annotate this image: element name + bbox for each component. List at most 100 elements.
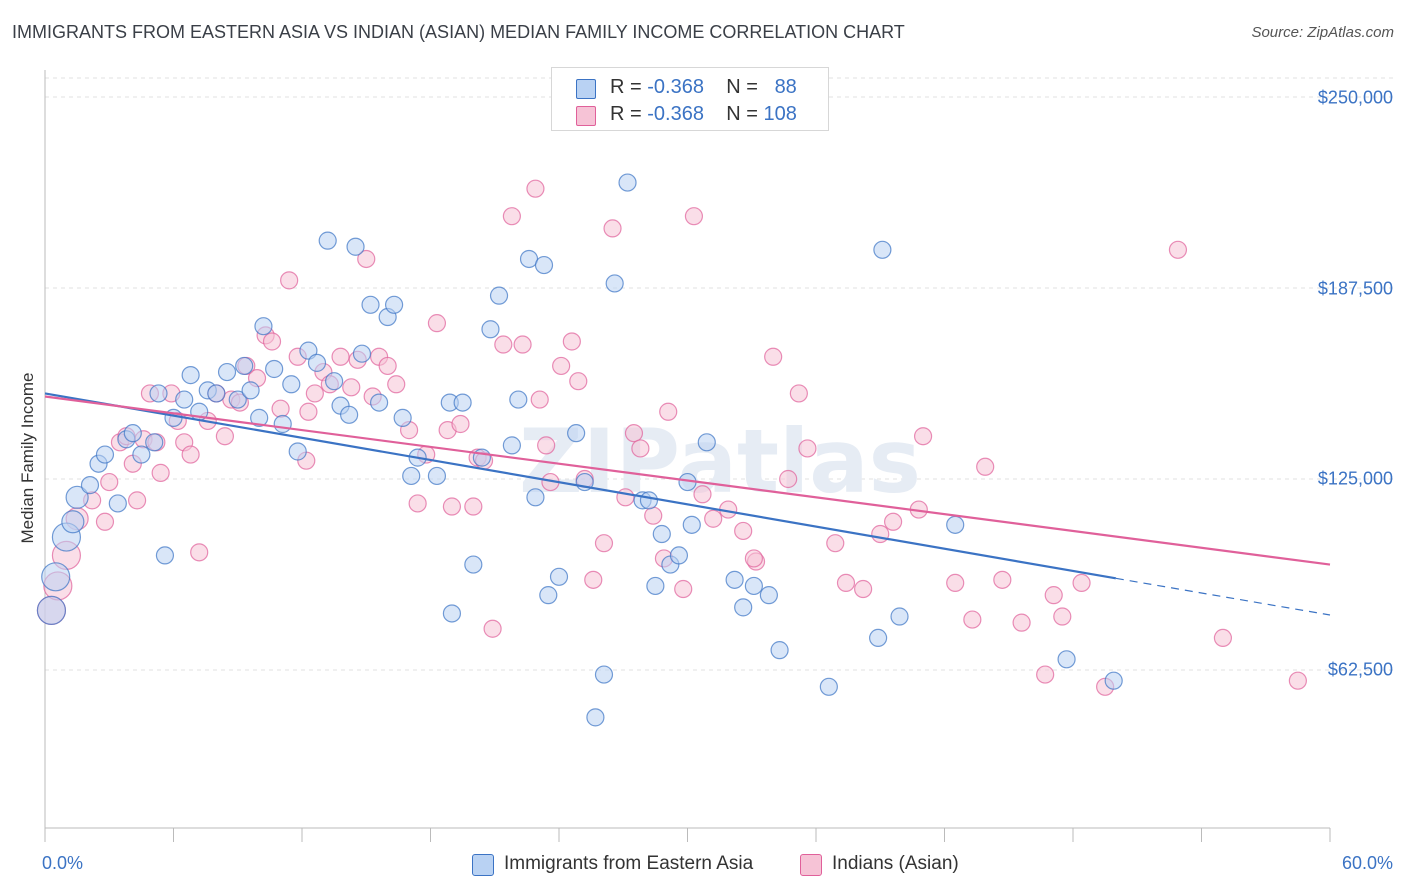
eastern-asia-point xyxy=(481,320,500,339)
eastern-asia-point xyxy=(108,494,127,513)
indians-point xyxy=(594,534,614,553)
indians-point xyxy=(100,472,119,492)
indians-point xyxy=(271,399,290,418)
indians-point xyxy=(836,573,856,593)
eastern-asia-point xyxy=(361,295,380,314)
indians-swatch xyxy=(800,854,822,876)
eastern-asia-point xyxy=(402,466,421,486)
eastern-asia-point xyxy=(352,344,372,363)
indians-trend-line xyxy=(44,395,1331,566)
watermark: ZIPatlas xyxy=(519,410,921,513)
eastern-asia-point xyxy=(890,607,909,626)
eastern-asia-point xyxy=(442,604,462,623)
indians-point xyxy=(616,488,635,507)
y-tick-label: $62,500 xyxy=(1327,659,1393,680)
indians-point xyxy=(659,402,678,421)
indians-point xyxy=(215,427,234,446)
indians-point xyxy=(1072,573,1091,593)
eastern-asia-point xyxy=(453,393,472,412)
eastern-asia-trend-extension xyxy=(1115,577,1331,616)
eastern-asia-point xyxy=(393,408,412,427)
eastern-asia-swatch xyxy=(576,79,596,99)
eastern-asia-point xyxy=(217,362,237,382)
indians-point xyxy=(1012,613,1031,632)
indians-point xyxy=(378,356,397,376)
eastern-asia-point xyxy=(340,405,359,424)
eastern-asia-point xyxy=(346,237,365,256)
indians-point xyxy=(854,579,873,599)
eastern-asia-point xyxy=(65,485,89,509)
eastern-asia-point xyxy=(1104,671,1123,690)
indians-point xyxy=(342,378,361,397)
eastern-asia-point xyxy=(605,274,624,293)
stats-text: R = -0.368 N = 88 xyxy=(610,76,797,98)
indians-point xyxy=(530,390,549,409)
indians-point xyxy=(151,463,170,482)
eastern-asia-point xyxy=(725,570,744,589)
stats-text: R = -0.368 N = 108 xyxy=(610,103,797,125)
indians-point xyxy=(798,439,817,458)
indians-point xyxy=(674,579,693,599)
y-tick-label: $187,500 xyxy=(1317,278,1393,299)
indians-point xyxy=(1044,586,1063,605)
indians-point xyxy=(305,384,324,403)
indians-swatch xyxy=(576,106,596,126)
indians-point xyxy=(913,427,933,446)
indians-point xyxy=(1168,240,1188,259)
indians-point xyxy=(976,457,995,476)
indians-point xyxy=(552,356,571,376)
indians-point xyxy=(871,524,890,544)
eastern-asia-point xyxy=(384,295,404,314)
indians-point xyxy=(451,414,470,434)
indians-point xyxy=(993,570,1012,589)
eastern-asia-point xyxy=(288,442,307,461)
eastern-asia-point xyxy=(41,562,71,592)
indians-point xyxy=(442,497,462,516)
eastern-asia-point xyxy=(132,445,151,464)
legend-label: Indians (Asian) xyxy=(832,853,959,874)
eastern-asia-point xyxy=(265,359,284,379)
eastern-asia-point xyxy=(509,390,528,409)
indians-point xyxy=(826,534,845,553)
indians-point xyxy=(494,335,513,354)
eastern-asia-point xyxy=(869,628,888,648)
indians-point xyxy=(95,512,115,531)
eastern-asia-swatch xyxy=(472,854,494,876)
eastern-asia-point xyxy=(669,546,689,565)
indians-point xyxy=(779,469,798,489)
indians-point xyxy=(584,570,603,589)
eastern-asia-point xyxy=(472,448,491,467)
x-tick-label: 0.0% xyxy=(42,853,84,873)
indians-point xyxy=(764,347,783,366)
indians-point xyxy=(280,271,299,290)
eastern-asia-point xyxy=(770,641,789,660)
eastern-asia-point xyxy=(145,433,164,452)
eastern-asia-point xyxy=(873,240,892,259)
eastern-asia-point xyxy=(639,491,659,510)
eastern-asia-point xyxy=(502,436,521,455)
eastern-asia-point xyxy=(254,317,273,336)
indians-point xyxy=(427,314,447,333)
eastern-asia-point xyxy=(80,476,100,495)
indians-point xyxy=(262,332,282,351)
eastern-asia-point xyxy=(155,546,175,565)
eastern-asia-point xyxy=(946,515,965,534)
indians-point xyxy=(357,249,376,269)
indians-point xyxy=(883,512,903,531)
source-label: Source: ZipAtlas.com xyxy=(1251,24,1394,41)
indians-point xyxy=(789,384,808,403)
indians-point xyxy=(744,549,763,568)
chart-title: IMMIGRANTS FROM EASTERN ASIA VS INDIAN (… xyxy=(12,22,905,42)
eastern-asia-point xyxy=(464,555,483,574)
eastern-asia-point xyxy=(534,255,554,275)
indians-point xyxy=(1213,628,1233,648)
eastern-asia-point xyxy=(181,365,200,385)
indians-point xyxy=(631,439,650,458)
eastern-asia-point xyxy=(1057,650,1076,669)
eastern-asia-point xyxy=(61,510,85,534)
eastern-asia-point xyxy=(759,586,778,605)
eastern-asia-point xyxy=(489,286,509,305)
eastern-asia-point xyxy=(734,598,753,617)
indians-point xyxy=(299,402,318,421)
